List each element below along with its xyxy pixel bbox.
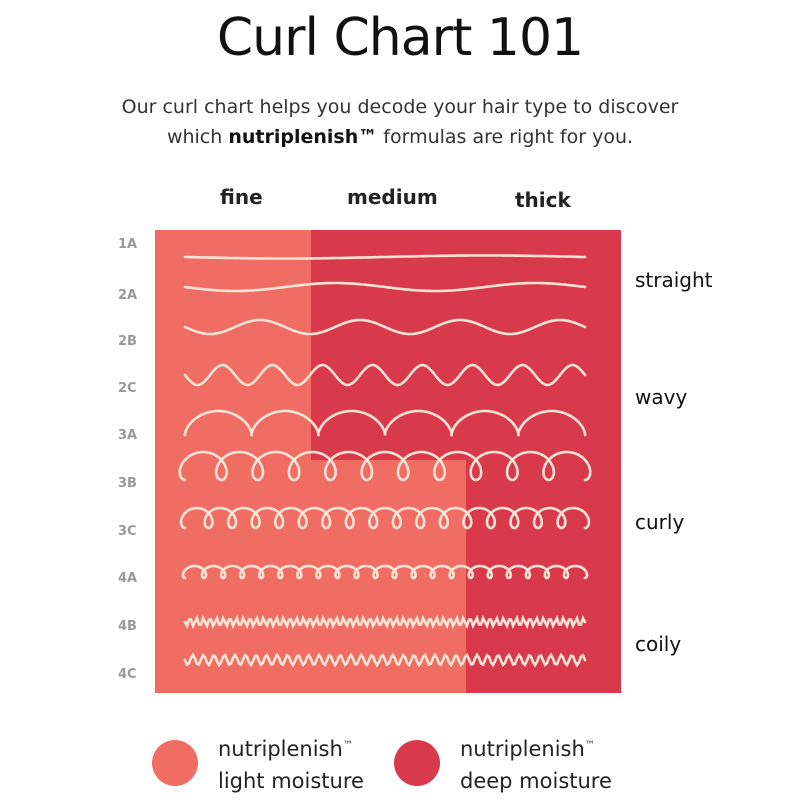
category-wavy: wavy (635, 385, 688, 409)
strand-3B (178, 450, 592, 482)
column-label-medium: medium (347, 185, 438, 209)
row-label-4C: 4C (118, 667, 137, 682)
row-label-2A: 2A (118, 288, 138, 303)
column-label-thick: thick (515, 188, 571, 212)
strand-3C (179, 506, 591, 530)
category-straight: straight (635, 268, 713, 292)
row-label-3B: 3B (118, 476, 137, 491)
row-label-3A: 3A (118, 428, 138, 443)
curl-chart (155, 230, 621, 693)
subtitle: Our curl chart helps you decode your hai… (0, 92, 800, 152)
row-label-3C: 3C (118, 524, 137, 539)
legend-light: nutriplenish™ light moisture (218, 730, 364, 797)
legend-deep: nutriplenish™ deep moisture (460, 730, 612, 797)
column-label-fine: fine (220, 185, 263, 209)
legend-label: deep moisture (460, 769, 612, 793)
row-label-1A: 1A (118, 237, 138, 252)
row-label-4B: 4B (118, 619, 137, 634)
strand-4C (183, 652, 587, 668)
deep-moisture-region (311, 230, 621, 693)
subtitle-line-1: Our curl chart helps you decode your hai… (121, 96, 679, 118)
brand-name: nutriplenish™ (228, 126, 378, 148)
strand-2C (183, 363, 587, 387)
row-label-2B: 2B (118, 334, 137, 349)
legend-brand: nutriplenish (218, 737, 343, 761)
page-title: Curl Chart 101 (216, 8, 584, 68)
trademark: ™ (342, 740, 353, 751)
category-curly: curly (635, 510, 685, 534)
legend-swatch-light (152, 740, 198, 786)
strand-4A (181, 564, 589, 580)
legend-brand: nutriplenish (460, 737, 585, 761)
legend-brand-line: nutriplenish™ (460, 730, 612, 765)
strand-4B (183, 614, 587, 630)
subtitle-text: formulas are right for you. (377, 126, 634, 148)
legend-label: light moisture (218, 769, 364, 793)
legend-swatch-deep (394, 740, 440, 786)
strand-3A (183, 409, 587, 437)
category-coily: coily (635, 632, 682, 656)
legend-brand-line: nutriplenish™ (218, 730, 364, 765)
row-label-2C: 2C (118, 381, 137, 396)
subtitle-text: which (166, 126, 229, 148)
row-label-4A: 4A (118, 571, 138, 586)
hair-strands (178, 254, 592, 668)
strand-2B (183, 318, 587, 336)
subtitle-line-2: which nutriplenish™ formulas are right f… (0, 122, 800, 152)
strand-2A (183, 281, 587, 293)
trademark: ™ (584, 740, 595, 751)
strand-1A (183, 254, 587, 260)
